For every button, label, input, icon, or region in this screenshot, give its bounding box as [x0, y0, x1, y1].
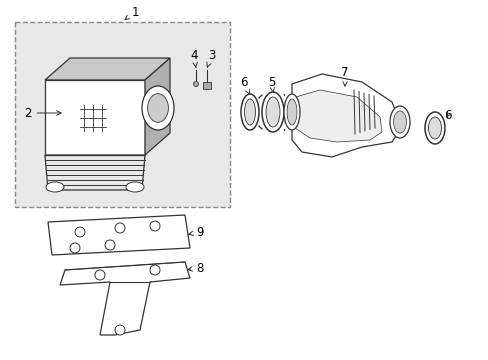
Polygon shape [60, 262, 190, 335]
Circle shape [105, 240, 115, 250]
Text: 8: 8 [187, 261, 203, 274]
Ellipse shape [265, 97, 280, 127]
Text: 6: 6 [443, 108, 451, 122]
Text: 1: 1 [125, 5, 139, 20]
Text: 3: 3 [206, 49, 215, 67]
Polygon shape [145, 58, 170, 155]
Ellipse shape [241, 94, 259, 130]
Ellipse shape [427, 117, 441, 139]
Ellipse shape [147, 94, 168, 122]
Polygon shape [45, 58, 170, 80]
Polygon shape [291, 74, 401, 157]
Polygon shape [45, 80, 145, 155]
Circle shape [150, 265, 160, 275]
Text: 5: 5 [268, 76, 275, 92]
Text: 6: 6 [240, 76, 249, 94]
Circle shape [75, 227, 85, 237]
Bar [15, 22, 229, 207]
Ellipse shape [389, 106, 409, 138]
Ellipse shape [424, 112, 444, 144]
Text: 4: 4 [190, 49, 197, 67]
Circle shape [70, 243, 80, 253]
Ellipse shape [46, 182, 64, 192]
Circle shape [150, 221, 160, 231]
Circle shape [95, 270, 105, 280]
Bar [203, 82, 210, 89]
Ellipse shape [126, 182, 143, 192]
Text: 9: 9 [188, 225, 203, 239]
Circle shape [115, 223, 125, 233]
Polygon shape [291, 90, 381, 142]
Ellipse shape [142, 86, 174, 130]
Ellipse shape [393, 111, 406, 133]
Ellipse shape [262, 92, 284, 132]
Circle shape [115, 325, 125, 335]
Ellipse shape [244, 99, 255, 125]
Text: 7: 7 [341, 66, 348, 86]
Ellipse shape [193, 81, 198, 86]
Polygon shape [48, 215, 190, 255]
Text: 2: 2 [24, 107, 61, 120]
Ellipse shape [284, 94, 299, 130]
Ellipse shape [286, 99, 296, 125]
